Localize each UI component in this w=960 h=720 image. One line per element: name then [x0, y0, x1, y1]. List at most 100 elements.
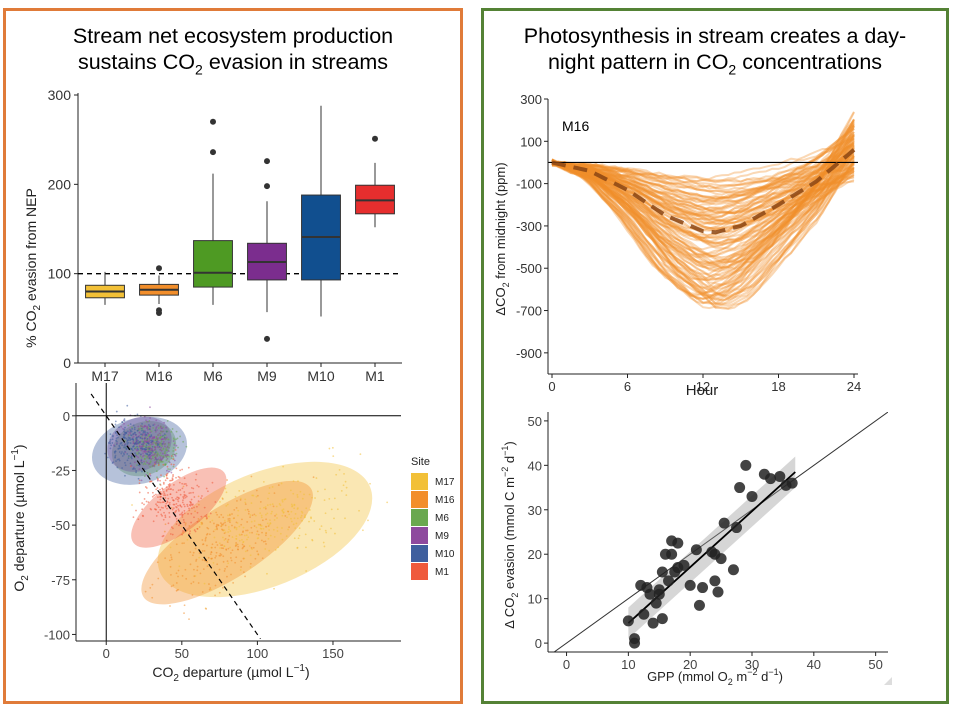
departure-point-M10 — [123, 446, 125, 449]
departure-point-M16 — [172, 584, 175, 587]
departure-point-M10 — [114, 450, 117, 453]
departure-point-M16 — [191, 594, 194, 596]
departure-point-M1 — [153, 494, 156, 497]
departure-point-M17 — [290, 517, 292, 520]
departure-point-M9 — [138, 468, 141, 471]
departure-point-M17 — [255, 526, 258, 529]
departure-point-M1 — [164, 516, 167, 519]
departure-point-M1 — [162, 463, 165, 466]
departure-point-M1 — [162, 483, 165, 485]
departure-point-M16 — [215, 551, 218, 554]
departure-point-M1 — [179, 493, 182, 496]
departure-point-M16 — [201, 550, 204, 552]
departure-point-M10 — [150, 452, 153, 454]
departure-point-M10 — [109, 440, 111, 443]
departure-point-M16 — [229, 521, 231, 524]
departure-point-M17 — [282, 511, 285, 514]
departure-point-M10 — [140, 459, 143, 462]
gpp-point — [746, 490, 758, 502]
boxplot-outlier-M6 — [210, 118, 216, 125]
boxplot-y-tick-label: 300 — [48, 87, 72, 103]
gpp-point — [678, 559, 690, 571]
diel-series-line — [551, 154, 855, 298]
departure-point-M16 — [249, 516, 251, 519]
departure-point-M17 — [260, 524, 263, 527]
departure-point-M9 — [149, 449, 152, 452]
departure-point-M17 — [250, 502, 253, 504]
departure-point-M17 — [301, 511, 304, 514]
departure-point-M10 — [162, 434, 164, 437]
departure-point-M1 — [181, 530, 184, 532]
gpp-point — [690, 544, 702, 556]
departure-point-M10 — [134, 432, 137, 434]
departure-point-M1 — [162, 491, 165, 493]
gpp-point — [666, 548, 678, 560]
diel-series-line — [551, 163, 855, 259]
gpp-point — [656, 566, 668, 578]
departure-point-M16 — [235, 544, 238, 547]
right-panel: Photosynthesis in stream creates a day- … — [481, 8, 949, 704]
departure-point-M17 — [290, 520, 293, 523]
departure-point-M16 — [246, 508, 249, 511]
departure-point-M1 — [190, 521, 193, 524]
departure-point-M1 — [155, 503, 157, 506]
departure-point-M17 — [301, 519, 303, 522]
departure-point-M9 — [164, 454, 167, 457]
departure-point-M16 — [220, 522, 222, 524]
departure-point-M6 — [152, 427, 154, 429]
departure-point-M10 — [151, 445, 154, 448]
departure-point-M10 — [114, 456, 117, 459]
departure-point-M17 — [301, 497, 304, 500]
gpp-point — [731, 522, 743, 534]
departure-point-M16 — [182, 532, 184, 534]
gpp-y-tick-label: 10 — [528, 592, 542, 607]
departure-point-M16 — [215, 511, 218, 514]
departure-point-M16 — [253, 513, 256, 516]
departure-point-M1 — [141, 508, 144, 511]
departure-point-M16 — [181, 574, 184, 577]
departure-point-M10 — [141, 422, 143, 425]
departure-point-M16 — [214, 556, 217, 559]
departure-point-M1 — [163, 492, 166, 495]
departure-point-M1 — [188, 492, 191, 495]
departure-point-M16 — [168, 559, 171, 562]
departure-point-M16 — [177, 569, 180, 572]
departure-point-M1 — [145, 500, 148, 503]
departure-point-M9 — [150, 454, 153, 457]
departure-point-M16 — [255, 489, 258, 492]
departure-point-M10 — [131, 449, 134, 452]
departure-point-M1 — [209, 512, 212, 515]
departure-point-M16 — [170, 585, 173, 588]
departure-point-M9 — [152, 454, 155, 456]
departure-point-M1 — [167, 497, 170, 500]
departure-point-M10 — [123, 444, 126, 447]
departure-point-M1 — [195, 473, 198, 476]
departure-point-M9 — [156, 434, 159, 437]
diel-series-line — [551, 158, 855, 221]
departure-point-M16 — [193, 568, 195, 571]
departure-point-M16 — [211, 543, 214, 546]
left-panel-title-line1: Stream net ecosystem production — [72, 24, 394, 48]
diel-series-line — [551, 146, 855, 300]
departure-point-M9 — [137, 425, 140, 428]
gpp-point — [653, 588, 665, 600]
departure-point-M17 — [367, 519, 369, 522]
departure-point-M17 — [281, 510, 284, 513]
departure-point-M17 — [214, 528, 217, 531]
departure-point-M10 — [118, 447, 121, 450]
departure-point-M10 — [133, 428, 136, 431]
departure-point-M1 — [168, 511, 171, 514]
departure-point-M6 — [175, 452, 178, 455]
departure-point-M9 — [151, 437, 154, 439]
departure-point-M16 — [262, 540, 265, 543]
departure-point-M6 — [185, 445, 188, 448]
departure-point-M16 — [223, 532, 226, 535]
departure-point-M17 — [211, 519, 214, 522]
departure-point-M17 — [274, 549, 277, 551]
departure-point-M6 — [143, 458, 146, 461]
departure-point-M16 — [264, 540, 267, 543]
departure-point-M1 — [159, 508, 162, 511]
departure-legend-swatch-M9 — [411, 527, 428, 544]
departure-point-M10 — [126, 442, 129, 444]
departure-point-M10 — [124, 474, 126, 477]
